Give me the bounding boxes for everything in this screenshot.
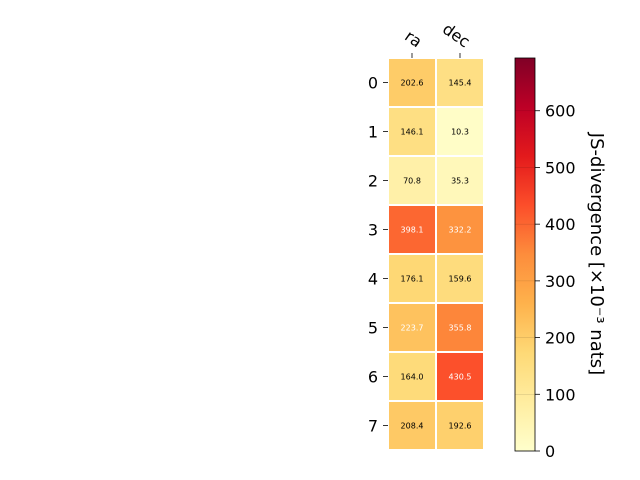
cell-value-label: 223.7 (401, 324, 424, 333)
cell-value-label: 70.8 (403, 177, 421, 186)
cell-value-label: 164.0 (401, 373, 424, 382)
heatmap-cell (437, 255, 483, 302)
cell-value-label: 430.5 (449, 373, 472, 382)
heatmap-cell (437, 157, 483, 204)
heatmap-cell (437, 206, 483, 253)
heatmap-cell (389, 402, 435, 449)
colorbar-tick-label: 600 (545, 102, 576, 121)
row-label: 4 (368, 270, 378, 289)
heatmap-cell (389, 353, 435, 400)
cell-value-label: 398.1 (401, 226, 424, 235)
heatmap-cell (437, 353, 483, 400)
colorbar-ticks: 0 100 200 300 400 500 600 (515, 102, 576, 461)
heatmap-cell (389, 255, 435, 302)
cell-value-label: 159.6 (449, 275, 472, 284)
row-label: 3 (368, 221, 378, 240)
heatmap-cell (437, 59, 483, 106)
heatmap-cell (389, 206, 435, 253)
row-label: 6 (368, 368, 378, 387)
cell-value-label: 176.1 (401, 275, 424, 284)
colorbar-tick-label: 400 (545, 215, 576, 234)
cell-value-label: 355.8 (449, 324, 472, 333)
colorbar-tick-label: 200 (545, 329, 576, 348)
colorbar: 0 100 200 300 400 500 600 JS-divergence [×10⁻³… (514, 57, 607, 461)
colorbar-tick-label: 100 (545, 385, 576, 404)
colorbar-gradient (514, 57, 536, 452)
heatmap-cell (437, 304, 483, 351)
cell-value-label: 202.6 (401, 79, 424, 88)
heatmap-cell (437, 402, 483, 449)
cell-value-label: 192.6 (449, 422, 472, 431)
row-label: 2 (368, 172, 378, 191)
heatmap-cell (389, 157, 435, 204)
row-tick-labels: 0 1 2 3 4 5 6 7 (368, 74, 388, 436)
heatmap-cell (389, 108, 435, 155)
column-label: dec (439, 19, 473, 51)
colorbar-tick-label: 500 (545, 158, 576, 177)
row-label: 0 (368, 74, 378, 93)
heatmap-cell (437, 108, 483, 155)
cell-value-label: 208.4 (401, 422, 424, 431)
row-label: 5 (368, 319, 378, 338)
heatmap-cells: 202.6 145.4 146.1 10.3 70.8 35.3 398.1 332.2 176… (389, 59, 483, 449)
column-tick-labels: ra dec (401, 19, 474, 58)
row-label: 7 (368, 417, 378, 436)
row-label: 1 (368, 123, 378, 142)
column-label: ra (401, 26, 425, 51)
heatmap-cell (389, 304, 435, 351)
cell-value-label: 332.2 (449, 226, 472, 235)
cell-value-label: 35.3 (451, 177, 469, 186)
colorbar-label: JS-divergence [×10⁻³ nats] (586, 132, 607, 375)
colorbar-tick-label: 300 (545, 272, 576, 291)
colorbar-tick-label: 0 (545, 442, 555, 461)
cell-value-label: 10.3 (451, 128, 469, 137)
cell-value-label: 146.1 (401, 128, 424, 137)
heatmap-cell (389, 59, 435, 106)
cell-value-label: 145.4 (449, 79, 472, 88)
